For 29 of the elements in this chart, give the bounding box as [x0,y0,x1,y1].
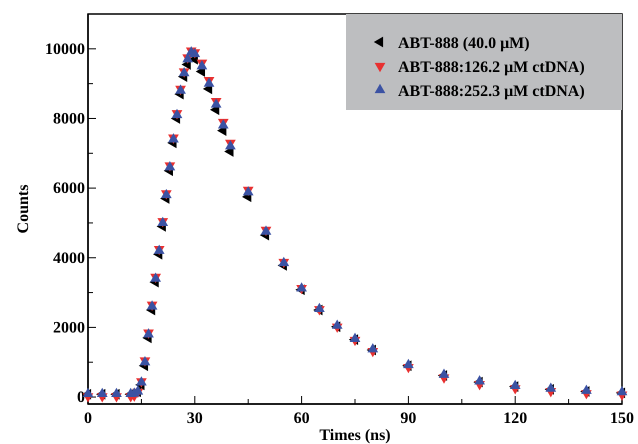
y-tick-label: 10000 [45,40,85,58]
point [314,302,325,312]
point [403,358,414,368]
legend-label: ABT-888:126.2 μM ctDNA) [398,59,585,76]
point [111,388,122,398]
y-tick-label: 4000 [53,250,85,267]
y-axis-title: Counts [15,184,32,234]
legend-label: ABT-888 (40.0 μM) [398,35,530,52]
point [616,386,628,396]
y-tick-label: 6000 [53,180,85,198]
point [350,332,360,342]
x-tick-label: 90 [400,410,416,427]
point [438,368,450,378]
x-axis-title: Times (ns) [319,427,391,444]
y-tick-label: 2000 [53,320,85,337]
point [474,375,485,384]
point [296,282,307,292]
point [332,319,343,329]
point [96,388,108,398]
point [367,343,378,352]
point [545,382,556,392]
point [510,380,521,389]
x-tick-label: 60 [294,410,310,427]
x-tick-label: 30 [186,410,203,427]
legend-label: ABT-888:252.3 μM ctDNA) [398,83,585,100]
point [581,384,592,394]
x-tick-label: 120 [503,410,528,427]
y-tick-label: 8000 [53,110,85,128]
x-tick-label: 150 [610,410,634,427]
